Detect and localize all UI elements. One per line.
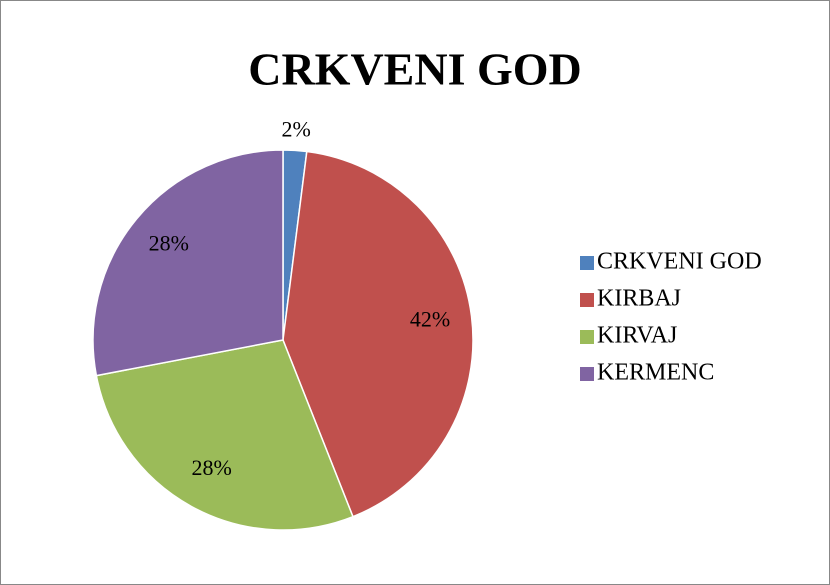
legend-label: KIRBAJ — [597, 286, 681, 312]
data-label: 2% — [281, 116, 310, 141]
legend-swatch — [580, 367, 594, 381]
data-label: 28% — [149, 231, 189, 256]
legend-label: KERMENC — [597, 360, 714, 386]
pie-slice — [282, 150, 474, 518]
pie-slice — [95, 339, 354, 531]
legend-swatch — [580, 330, 594, 344]
legend-swatch — [580, 256, 594, 270]
chart-title: CRKVENI GOD — [248, 44, 582, 95]
legend-swatch — [580, 293, 594, 307]
legend-label: CRKVENI GOD — [597, 249, 762, 275]
data-label: 28% — [191, 455, 231, 480]
data-label: 42% — [410, 306, 450, 331]
pie-slice — [92, 149, 284, 377]
legend-label: KIRVAJ — [597, 323, 677, 349]
